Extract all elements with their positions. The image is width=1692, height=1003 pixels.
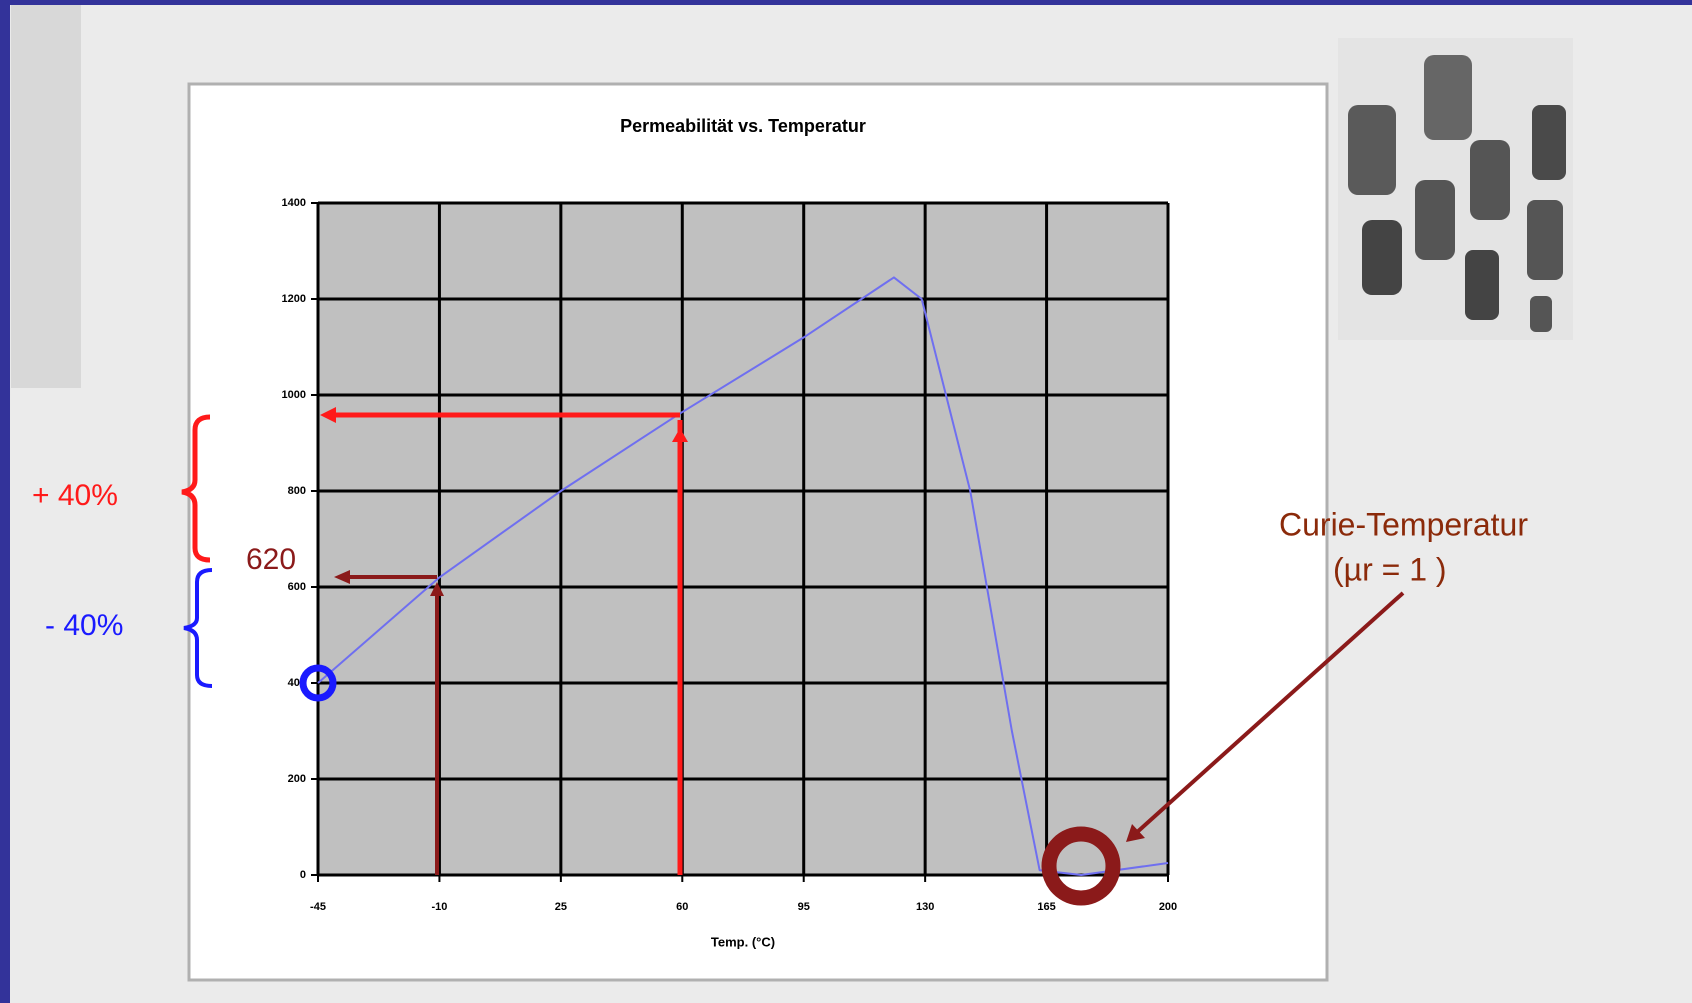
red-arrows — [181, 412, 683, 875]
left-border — [0, 0, 10, 1003]
brace — [183, 568, 213, 688]
curie-marker — [1041, 826, 1121, 906]
minus-label: - 40% — [45, 609, 123, 642]
top-border — [0, 0, 1692, 5]
arrowhead — [334, 570, 350, 584]
x-tick-label: 130 — [916, 901, 934, 913]
core — [1530, 296, 1552, 332]
y-tick-label: 0 — [300, 869, 306, 881]
brown-arrows — [345, 575, 1405, 875]
y-tick-label: 200 — [288, 773, 306, 785]
x-tick-label: 60 — [676, 901, 688, 913]
y-tick-label: 1400 — [282, 197, 306, 209]
arrow — [1133, 591, 1405, 836]
arrowhead — [1126, 824, 1145, 842]
arrowhead — [320, 407, 336, 423]
marked-value: 620 — [246, 543, 296, 576]
x-tick-label: 95 — [798, 901, 810, 913]
brace — [181, 414, 211, 563]
x-tick-label: 200 — [1159, 901, 1177, 913]
plot-area — [318, 203, 1168, 875]
core — [1424, 55, 1472, 140]
y-tick-label: 800 — [288, 485, 306, 497]
x-tick-label: -45 — [310, 901, 326, 913]
core — [1527, 200, 1563, 280]
y-tick-label: 1200 — [282, 293, 306, 305]
chart-title: Permeabilität vs. Temperatur — [620, 116, 866, 136]
curie-label: Curie-Temperatur — [1279, 506, 1528, 542]
curie-note: (µr = 1 ) — [1333, 551, 1447, 587]
core — [1532, 105, 1566, 180]
x-tick-label: 165 — [1037, 901, 1055, 913]
x-tick-label: 25 — [555, 901, 567, 913]
arrowhead — [672, 428, 688, 442]
core — [1415, 180, 1455, 260]
y-tick-label: 600 — [288, 581, 306, 593]
side-panel — [11, 5, 81, 388]
plus-label: + 40% — [32, 479, 118, 512]
arrowhead — [430, 582, 444, 596]
core — [1362, 220, 1402, 295]
photo — [1338, 38, 1573, 340]
core — [1470, 140, 1510, 220]
x-axis-label: Temp. (°C) — [711, 934, 775, 949]
start-marker — [299, 664, 337, 702]
core — [1465, 250, 1499, 320]
y-tick-label: 1000 — [282, 389, 306, 401]
core — [1348, 105, 1396, 195]
x-tick-label: -10 — [431, 901, 447, 913]
